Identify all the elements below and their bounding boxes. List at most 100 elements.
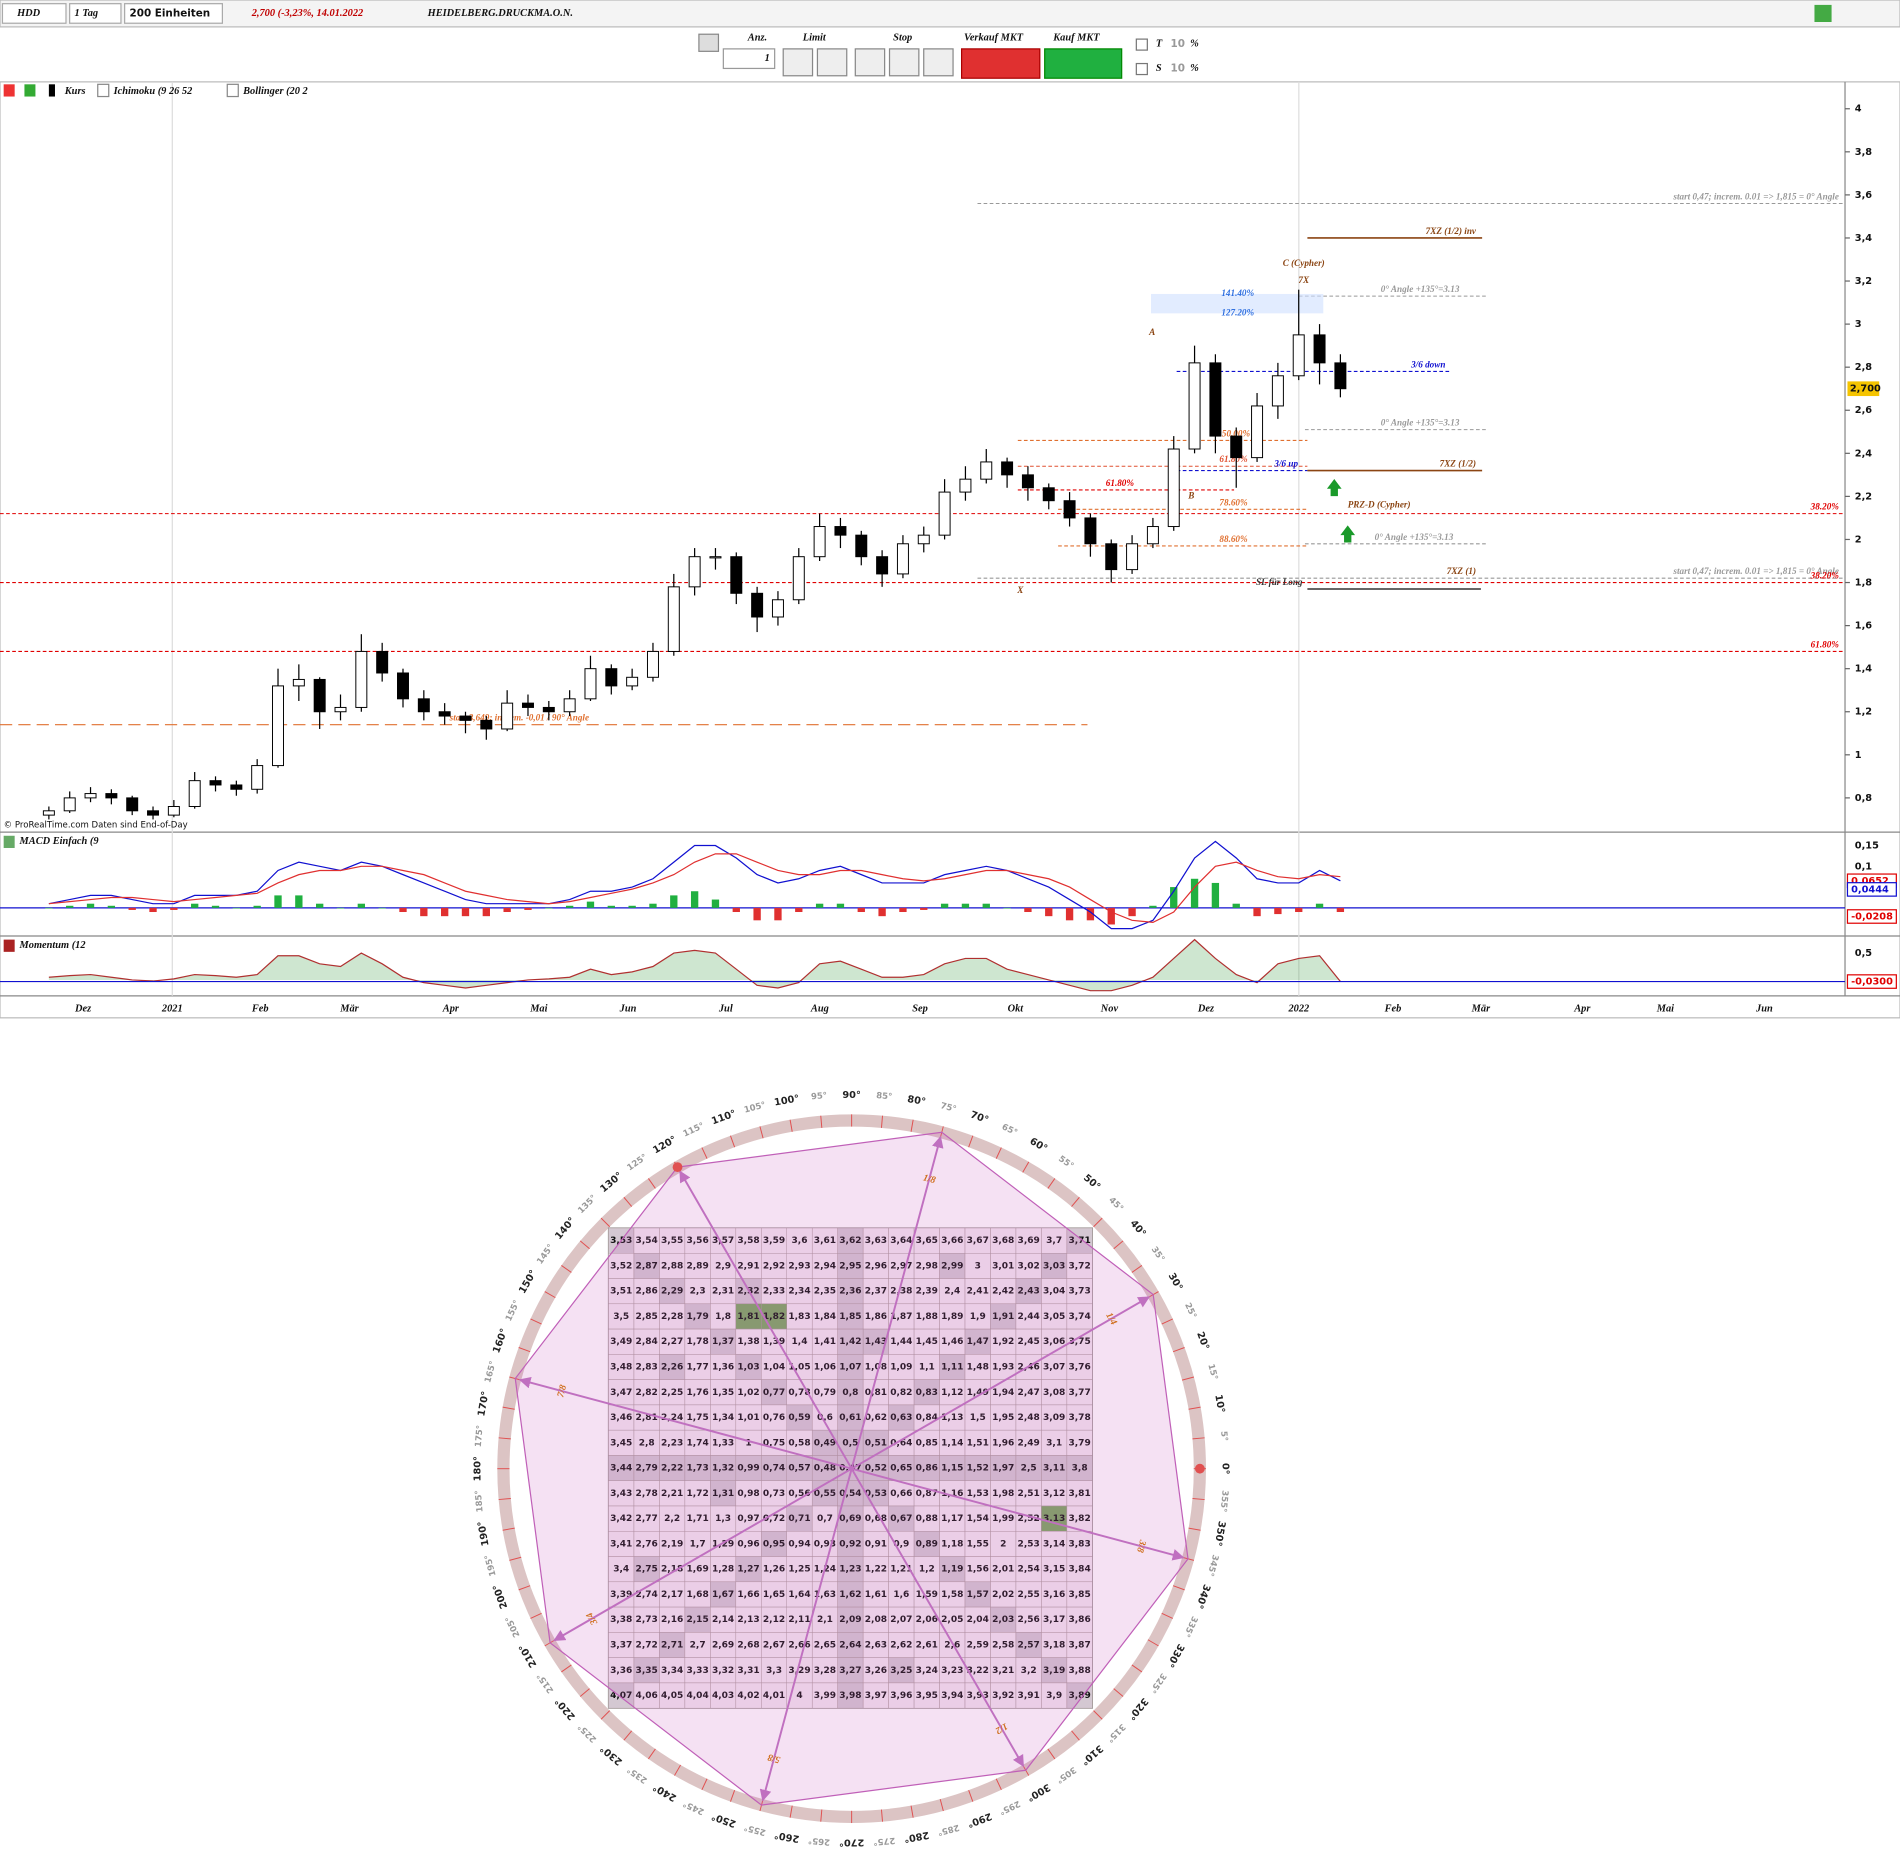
gann-value: 2,68 xyxy=(737,1640,759,1650)
gann-cell xyxy=(659,1455,686,1481)
gann-value: 3,52 xyxy=(610,1261,632,1271)
gann-value: 0,48 xyxy=(814,1464,836,1474)
gann-cell xyxy=(608,1429,635,1456)
gann-value: 3,02 xyxy=(1018,1261,1040,1271)
gann-value: 3,37 xyxy=(610,1640,632,1650)
gann-cell xyxy=(684,1632,711,1658)
t-checkbox[interactable] xyxy=(1135,38,1148,51)
gann-value: 1,26 xyxy=(763,1565,785,1575)
limit-buy[interactable] xyxy=(816,48,848,77)
candle-body xyxy=(1042,487,1055,502)
gann-value: 2,12 xyxy=(763,1615,785,1625)
gann-value: 1,95 xyxy=(992,1413,1014,1423)
gann-cell xyxy=(811,1632,838,1658)
gann-value: 3,64 xyxy=(890,1236,912,1246)
stop-1[interactable] xyxy=(854,48,886,77)
candle-body xyxy=(813,526,826,558)
gann-value: 2,97 xyxy=(890,1261,912,1271)
gann-value: 0,92 xyxy=(839,1539,861,1549)
gann-cell xyxy=(608,1253,635,1279)
gann-value: 0,96 xyxy=(737,1539,759,1549)
units-box[interactable] xyxy=(124,3,223,24)
copyright: © ProRealTime.com Daten sind End-of-Day xyxy=(4,820,188,830)
histogram-bar xyxy=(982,903,990,908)
histogram-bar xyxy=(191,903,199,908)
gann-value: 3,46 xyxy=(610,1413,632,1423)
degree-label: 5° xyxy=(1218,1431,1229,1442)
gann-cell xyxy=(913,1379,940,1406)
limit-sell[interactable] xyxy=(782,48,814,77)
symbol-box[interactable] xyxy=(1,3,67,24)
legend-icon[interactable] xyxy=(3,84,15,97)
gann-value: 1,22 xyxy=(865,1565,887,1575)
gann-value: 3,57 xyxy=(712,1236,734,1246)
y-tick-label: 3 xyxy=(1855,319,1862,330)
gann-value: 1,4 xyxy=(791,1337,807,1347)
degree-tick xyxy=(820,1115,823,1128)
degree-tick xyxy=(623,1196,633,1207)
legend-checkbox[interactable] xyxy=(97,83,110,98)
histogram-bar xyxy=(211,905,220,908)
gann-cell xyxy=(939,1531,966,1557)
gann-value: 3,43 xyxy=(610,1489,632,1499)
sell-button[interactable] xyxy=(960,48,1041,79)
histogram-bar xyxy=(690,891,699,908)
tool-icon[interactable] xyxy=(698,33,720,52)
gann-value: 4,07 xyxy=(610,1691,632,1701)
gann-value: 1,74 xyxy=(686,1438,708,1448)
gann-value: 3,95 xyxy=(916,1691,938,1701)
gann-cell xyxy=(633,1354,660,1380)
stop-2[interactable] xyxy=(888,48,920,77)
candle-body xyxy=(751,592,764,618)
histogram-bar xyxy=(628,905,636,908)
gann-value: 2,74 xyxy=(636,1590,658,1600)
gann-value: 3,66 xyxy=(941,1236,963,1246)
degree-label: 170° xyxy=(476,1390,491,1417)
gann-value: 3,12 xyxy=(1043,1489,1065,1499)
refresh-icon[interactable] xyxy=(1814,4,1832,23)
gann-value: 3,92 xyxy=(992,1691,1014,1701)
gann-cell xyxy=(1041,1278,1068,1305)
buy-button[interactable] xyxy=(1044,48,1123,79)
x-tick-label: Apr xyxy=(442,1004,460,1015)
gann-value: 3,72 xyxy=(1068,1261,1090,1271)
gann-value: 1,42 xyxy=(839,1337,861,1347)
degree-tick xyxy=(600,1710,611,1720)
s-checkbox[interactable] xyxy=(1135,62,1148,76)
gann-value: 0,66 xyxy=(890,1489,912,1499)
histogram-bar xyxy=(1315,903,1324,908)
legend-icon[interactable] xyxy=(24,84,36,97)
gann-value: 3,62 xyxy=(839,1236,861,1246)
degree-label: 260° xyxy=(773,1829,800,1844)
y-tick-label: 2,4 xyxy=(1855,448,1873,459)
gann-cell xyxy=(761,1581,787,1608)
gann-cell xyxy=(811,1505,838,1532)
last-price: 2,700 xyxy=(1850,384,1881,395)
legend-checkbox[interactable] xyxy=(226,83,239,98)
momentum-icon xyxy=(3,939,15,952)
gann-value: 3,35 xyxy=(636,1666,658,1676)
gann-value: 1,49 xyxy=(967,1388,989,1398)
gann-cell xyxy=(1066,1379,1093,1406)
point-label: C (Cypher) xyxy=(1283,258,1325,268)
gann-value: 1,47 xyxy=(967,1337,989,1347)
degree-tick xyxy=(820,1809,823,1822)
gann-cell xyxy=(761,1278,787,1305)
gann-value: 2,96 xyxy=(865,1261,887,1271)
gann-cell xyxy=(837,1505,864,1532)
gann-value: 2,17 xyxy=(661,1590,683,1600)
t-value: 10 xyxy=(1171,38,1185,50)
gann-value: 2,03 xyxy=(992,1615,1014,1625)
candle-body xyxy=(1146,526,1159,545)
degree-tick xyxy=(623,1730,633,1741)
stop-3[interactable] xyxy=(923,48,954,77)
gann-cell xyxy=(684,1581,711,1608)
gann-value: 1,89 xyxy=(941,1312,963,1322)
period-box[interactable] xyxy=(69,3,122,24)
gann-value: 1,86 xyxy=(865,1312,887,1322)
histogram-bar xyxy=(711,899,720,908)
gann-value: 3,04 xyxy=(1043,1287,1065,1297)
gann-value: 3,96 xyxy=(890,1691,912,1701)
gann-cell xyxy=(990,1556,1017,1583)
qty-input[interactable] xyxy=(722,48,776,70)
